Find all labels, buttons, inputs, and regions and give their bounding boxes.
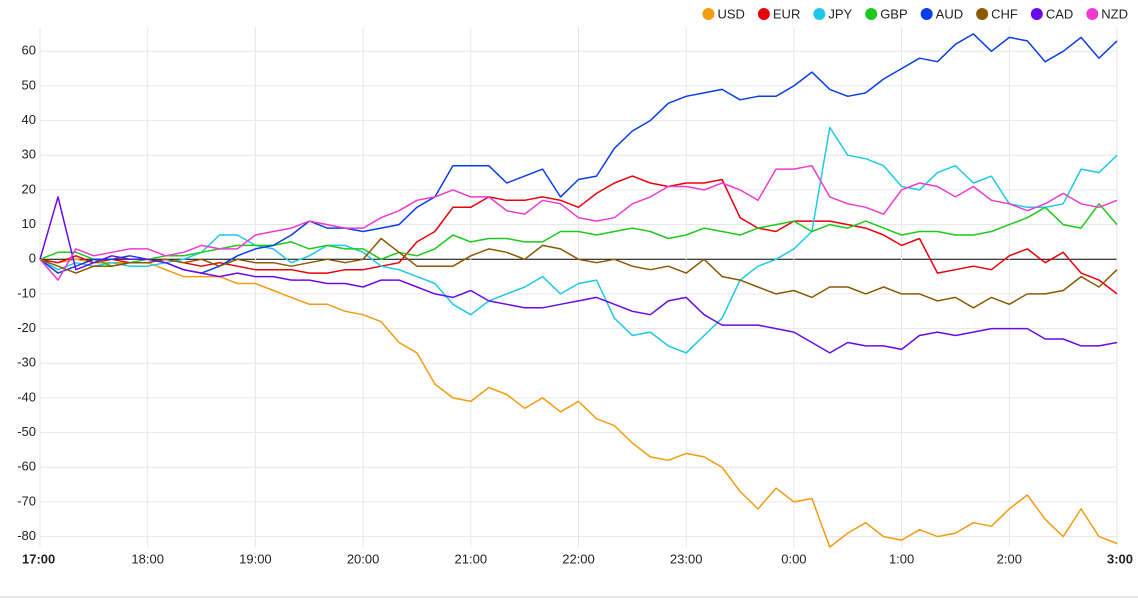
y-tick-label: 10 <box>22 216 36 231</box>
legend-marker <box>813 8 826 20</box>
legend-label: NZD <box>1101 6 1128 21</box>
x-tick-label: 17:00 <box>22 551 55 566</box>
y-tick-label: -40 <box>17 389 36 404</box>
legend-marker <box>920 8 933 20</box>
legend-label: GBP <box>880 6 907 21</box>
legend-label: USD <box>717 6 744 21</box>
legend-label: CAD <box>1046 6 1073 21</box>
y-tick-label: 60 <box>22 43 36 58</box>
y-tick-label: 40 <box>22 112 36 127</box>
legend-marker <box>976 8 989 20</box>
y-tick-label: 30 <box>22 147 36 162</box>
x-tick-label: 19:00 <box>239 551 272 566</box>
series-line <box>39 196 1118 354</box>
y-tick-label: -70 <box>17 493 36 508</box>
x-tick-label: 21:00 <box>455 551 488 566</box>
y-tick-label: -80 <box>17 528 36 543</box>
y-tick-label: 0 <box>29 251 36 266</box>
legend-marker <box>865 8 878 20</box>
y-tick-label: -20 <box>17 320 36 335</box>
legend-marker <box>1086 8 1099 20</box>
x-tick-label: 0:00 <box>781 551 806 566</box>
x-tick-label: 22:00 <box>562 551 595 566</box>
legend-label: JPY <box>828 6 852 21</box>
legend-label: AUD <box>936 6 963 21</box>
x-tick-label: 20:00 <box>347 551 380 566</box>
y-tick-label: -30 <box>17 355 36 370</box>
y-tick-label: -60 <box>17 459 36 474</box>
legend: NZD CAD CHF AUD GBP JPY EUR USD <box>702 6 1128 21</box>
legend-marker <box>1030 8 1043 20</box>
y-tick-label: 20 <box>22 181 36 196</box>
legend-label: CHF <box>991 6 1018 21</box>
legend-label: EUR <box>773 6 800 21</box>
x-tick-label: 23:00 <box>670 551 703 566</box>
y-tick-label: -10 <box>17 285 36 300</box>
series-line <box>39 237 1118 309</box>
x-tick-label: 3:00 <box>1107 551 1133 566</box>
series-line <box>39 164 1118 281</box>
series-line <box>39 126 1118 354</box>
series-line <box>39 175 1118 295</box>
y-tick-label: -50 <box>17 424 36 439</box>
legend-marker <box>757 8 770 20</box>
y-tick-label: 50 <box>22 77 36 92</box>
legend-marker <box>702 8 715 20</box>
x-tick-label: 1:00 <box>889 551 914 566</box>
x-tick-label: 2:00 <box>997 551 1022 566</box>
x-tick-label: 18:00 <box>131 551 164 566</box>
